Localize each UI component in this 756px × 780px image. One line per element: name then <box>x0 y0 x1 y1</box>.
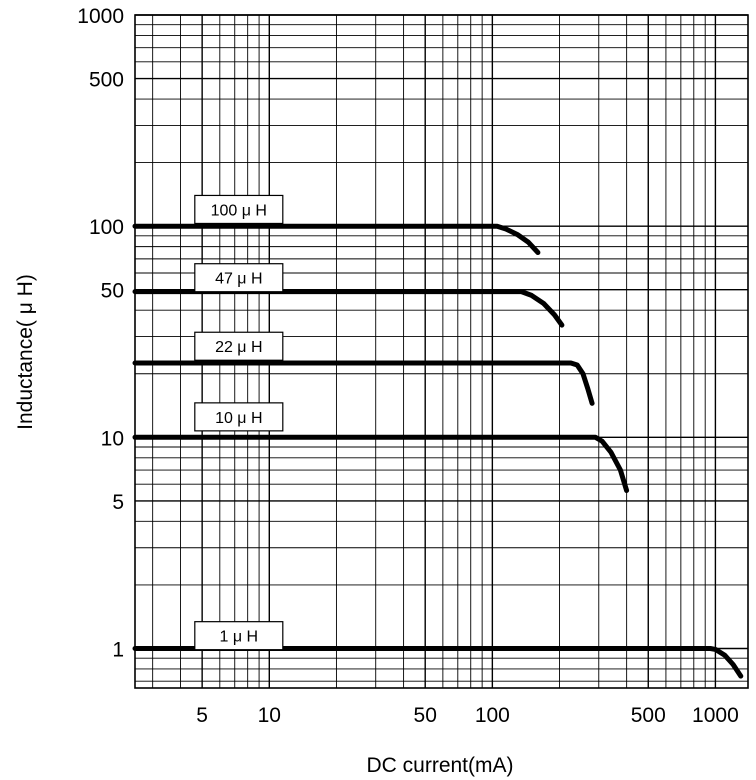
series-label-text: 10 μ H <box>215 410 262 427</box>
x-tick-labels: 5 10 50 100 500 1000 <box>196 704 738 727</box>
series-labels: 100 μ H 47 μ H 22 μ H 10 μ H 1 μ H <box>194 194 284 651</box>
minor-grid <box>135 15 748 688</box>
x-tick-label: 5 <box>196 704 208 727</box>
series-label: 22 μ H <box>194 331 284 361</box>
series-lines <box>132 223 744 679</box>
x-tick-label: 100 <box>475 704 510 727</box>
y-axis-title: Inductance( μ H) <box>14 274 37 430</box>
series-label-box <box>194 331 284 361</box>
series-label-text: 22 μ H <box>215 339 262 356</box>
series-label: 100 μ H <box>194 194 284 225</box>
series-label-text: 47 μ H <box>215 271 262 288</box>
y-tick-label: 1000 <box>77 5 124 28</box>
series-line <box>132 360 595 406</box>
y-tick-label: 5 <box>112 491 124 514</box>
series-label: 10 μ H <box>194 402 284 432</box>
y-tick-label: 1 <box>112 638 124 661</box>
series-label: 47 μ H <box>194 263 284 293</box>
x-tick-label: 500 <box>631 704 666 727</box>
series-label-text: 1 μ H <box>220 629 259 646</box>
series-line <box>132 434 630 493</box>
x-tick-label: 50 <box>414 704 437 727</box>
x-tick-label: 10 <box>258 704 281 727</box>
x-tick-label: 1000 <box>692 704 739 727</box>
x-axis-title: DC current(mA) <box>366 754 513 777</box>
series-label-box <box>194 402 284 432</box>
series-line <box>132 223 541 255</box>
y-tick-labels: 1 5 10 50 100 500 1000 <box>77 5 124 661</box>
y-tick-label: 10 <box>101 427 124 450</box>
y-tick-label: 50 <box>101 280 124 303</box>
series-label: 1 μ H <box>194 621 284 651</box>
series-label-box <box>194 263 284 293</box>
series-label-box <box>194 194 284 225</box>
plot-frame <box>134 14 749 689</box>
series-label-text: 100 μ H <box>211 202 267 219</box>
series-line <box>132 646 744 679</box>
series-line <box>132 289 565 328</box>
series-label-box <box>194 621 284 651</box>
y-tick-label: 500 <box>89 69 124 92</box>
y-tick-label: 100 <box>89 216 124 239</box>
